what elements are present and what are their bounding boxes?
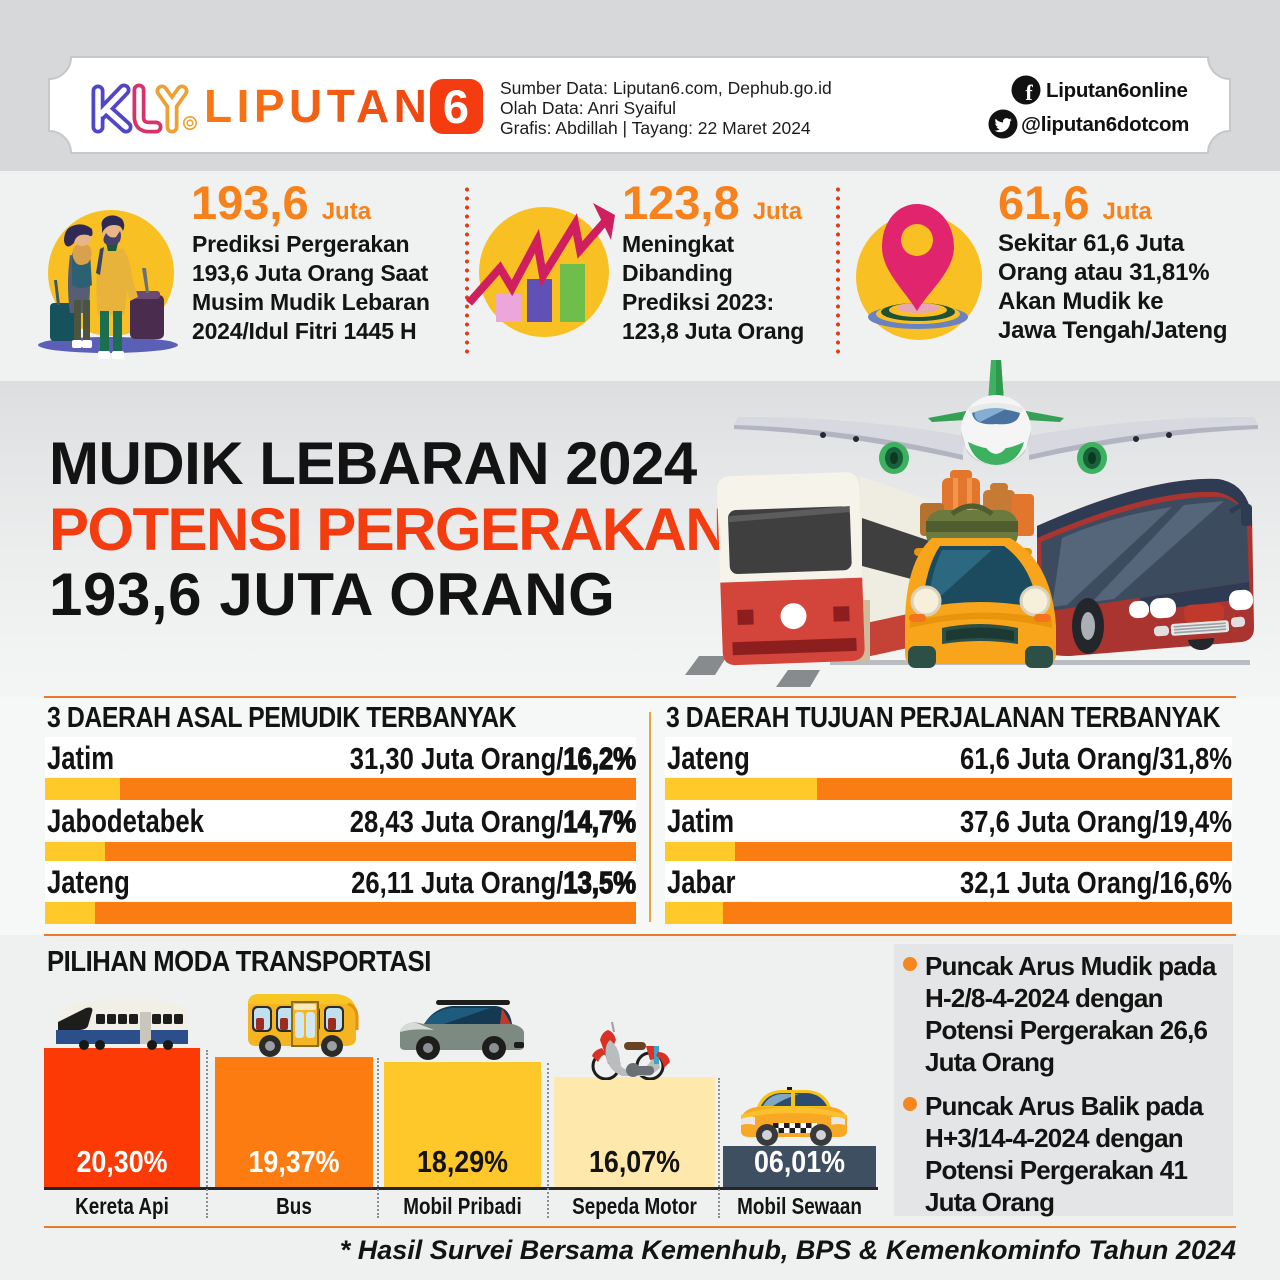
svg-text:Olah Data: Anri Syaiful: Olah Data: Anri Syaiful <box>500 98 676 118</box>
svg-text:Sumber Data: Liputan6.com, Dep: Sumber Data: Liputan6.com, Dephub.go.id <box>500 78 832 98</box>
svg-text:LIPUTAN: LIPUTAN <box>204 80 431 132</box>
svg-text:f: f <box>1025 80 1033 105</box>
svg-text:@liputan6dotcom: @liputan6dotcom <box>1021 113 1189 136</box>
svg-text:Liputan6online: Liputan6online <box>1046 79 1188 102</box>
svg-text:6: 6 <box>443 80 469 133</box>
svg-text:Grafis: Abdillah | Tayang: 22: Grafis: Abdillah | Tayang: 22 Maret 2024 <box>500 118 811 138</box>
